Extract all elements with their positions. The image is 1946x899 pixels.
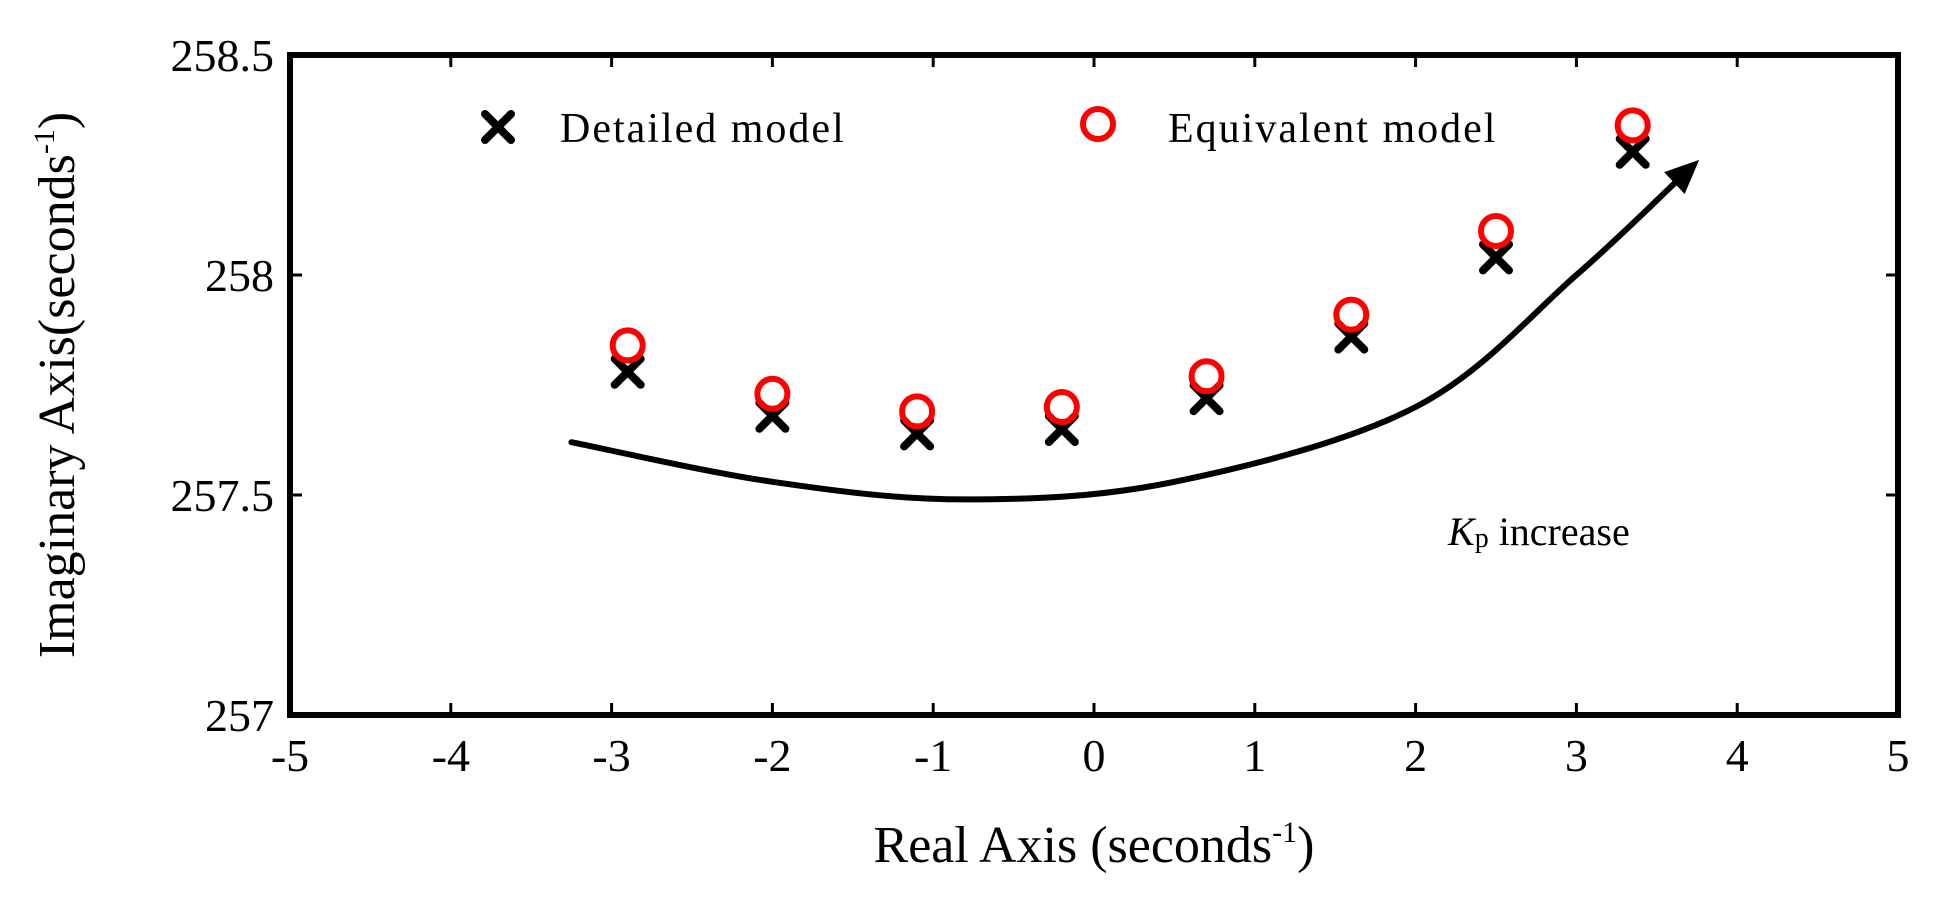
x-tick-label: 4 [1726,730,1749,781]
x-axis-title: Real Axis (seconds-1) [874,816,1315,874]
detailed-model-point [610,354,645,389]
y-tick-label: 257 [205,690,274,741]
y-axis-title: Imaginary Axis(seconds-1) [28,112,86,658]
y-axis-title-text: Imaginary Axis(seconds-1) [28,112,86,658]
kp-increase-text: increase [1489,509,1630,554]
y-axis-title-main: Imaginary Axis(seconds [29,154,86,658]
equivalent-model-point [899,393,936,430]
y-axis-title-end: ) [29,112,86,129]
plot-frame [287,52,1901,718]
x-tick-label: 2 [1404,730,1427,781]
kp-increase-arrow [568,159,1700,503]
arrow-head [1664,159,1700,195]
x-axis-ticks: -5 -4 -3 -2 -1 0 1 2 3 4 5 [271,55,1910,781]
kp-symbol: K [1447,509,1477,554]
x-axis-title-text: Real Axis (seconds-1) [874,816,1315,874]
kp-subscript: p [1475,523,1489,554]
legend-label-detailed-model: Detailed model [560,106,846,152]
equivalent-model-point [1333,296,1370,333]
x-tick-label: -2 [753,730,791,781]
x-tick-label: -3 [592,730,630,781]
detailed-model-point [1479,240,1513,275]
x-tick-label: -5 [271,730,309,781]
x-tick-label: -1 [914,730,952,781]
x-tick-label: 5 [1887,730,1910,781]
legend-label-equivalent-model: Equivalent model [1168,106,1497,152]
x-axis-title-main: Real Axis (seconds [874,817,1273,874]
x-axis-title-sup: -1 [1272,816,1297,849]
equivalent-model-point [1614,107,1651,144]
legend-marker-detailed-model [481,110,515,144]
legend-marker-equivalent-model [1080,106,1116,142]
equivalent-model-point [1188,358,1225,395]
y-tick-label: 258.5 [171,30,275,81]
equivalent-model-point [609,327,646,364]
y-axis-ticks: 257 257.5 258 258.5 [171,30,1898,741]
x-tick-label: -4 [432,730,470,781]
equivalent-model-point [1478,213,1514,249]
detailed-model-point [1615,134,1650,169]
y-tick-label: 258 [205,250,274,301]
legend-x-icon [481,110,515,144]
arrow-curve [568,166,1692,503]
x-tick-label: 1 [1243,730,1266,781]
x-tick-label: 0 [1083,730,1106,781]
x-axis-title-end: ) [1297,817,1314,874]
kp-increase-annotation: Kp increase [1447,509,1630,554]
equivalent-model-point [754,375,791,412]
y-tick-label: 257.5 [171,470,275,521]
legend: Detailed model Equivalent model [481,106,1497,152]
x-tick-label: 3 [1565,730,1588,781]
kp-increase-label: Kp increase [1447,509,1630,554]
y-axis-title-sup: -1 [28,129,61,154]
data-points [609,107,1651,451]
equivalent-model-point [1043,389,1080,425]
